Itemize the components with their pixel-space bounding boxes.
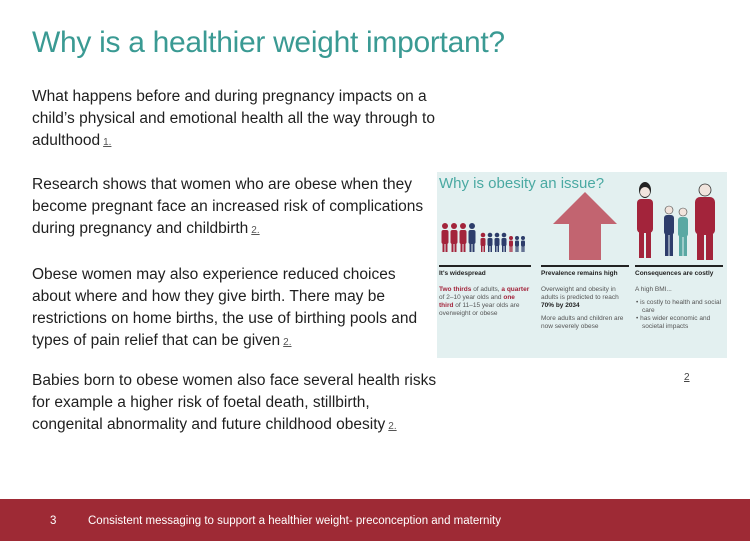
paragraph-2-text: Research shows that women who are obese … <box>32 176 424 237</box>
widespread-text-2: of 2–10 year olds and <box>439 294 502 301</box>
consequences-intro: A high BMI... <box>635 286 672 293</box>
paragraph-3: Obese women may also experience reduced … <box>32 264 437 354</box>
consequences-heading: Consequences are costly <box>635 265 723 278</box>
highlight-a-quarter: a quarter <box>501 286 530 293</box>
consequence-bullet-2-text: has wider economic and societal impacts <box>640 315 711 330</box>
population-figures-icon <box>441 223 525 252</box>
prevalence-column: Prevalence remains high Overweight and o… <box>541 265 629 355</box>
obesity-infographic: Why is obesity an issue? <box>437 172 727 358</box>
paragraph-2: Research shows that women who are obese … <box>32 174 437 242</box>
highlight-two-thirds: Two thirds <box>439 286 472 293</box>
prevalence-text-1: Overweight and obesity in adults is pred… <box>541 286 619 301</box>
infographic-title: Why is obesity an issue? <box>439 175 605 192</box>
prevalence-text-2: More adults and children are now severel… <box>541 315 624 330</box>
consequence-bullet-2: • has wider economic and societal impact… <box>636 315 711 330</box>
prevalence-heading: Prevalence remains high <box>541 265 629 278</box>
widespread-text-3: of 11–15 year olds are overweight or obe… <box>439 302 520 317</box>
slide-title: Why is a healthier weight important? <box>32 26 505 59</box>
paragraph-1-text: What happens before and during pregnancy… <box>32 88 435 149</box>
page-number: 3 <box>50 515 57 527</box>
footer-bar: 3 Consistent messaging to support a heal… <box>0 499 750 541</box>
consequence-bullet-1-text: is costly to health and social care <box>640 299 722 314</box>
reference-3[interactable]: 2. <box>283 337 292 348</box>
widespread-column: It's widespread Two thirds of adults, a … <box>439 265 531 355</box>
reference-1[interactable]: 1. <box>103 137 112 148</box>
widespread-text-1: of adults, <box>473 286 500 293</box>
upward-arrow-icon <box>553 192 617 260</box>
consequence-bullet-1: • is costly to health and social care <box>636 299 722 314</box>
prevalence-text: Overweight and obesity in adults is pred… <box>541 286 629 310</box>
paragraph-3-text: Obese women may also experience reduced … <box>32 266 418 349</box>
paragraph-4-text: Babies born to obese women also face sev… <box>32 372 437 433</box>
reference-4[interactable]: 2. <box>388 421 397 432</box>
paragraph-1: What happens before and during pregnancy… <box>32 86 437 154</box>
highlight-one-third: one third <box>439 294 515 309</box>
image-reference[interactable]: 2 <box>684 372 690 383</box>
family-figures-icon <box>637 182 715 260</box>
paragraph-4: Babies born to obese women also face sev… <box>32 370 437 438</box>
widespread-heading: It's widespread <box>439 265 531 278</box>
consequences-column: Consequences are costly A high BMI... • … <box>635 265 723 355</box>
highlight-70-percent: 70% by 2034 <box>541 302 580 309</box>
footer-text: Consistent messaging to support a health… <box>88 515 501 527</box>
reference-2[interactable]: 2. <box>251 225 260 236</box>
widespread-text: Two thirds of adults, a quarter of 2–10 … <box>439 286 531 318</box>
